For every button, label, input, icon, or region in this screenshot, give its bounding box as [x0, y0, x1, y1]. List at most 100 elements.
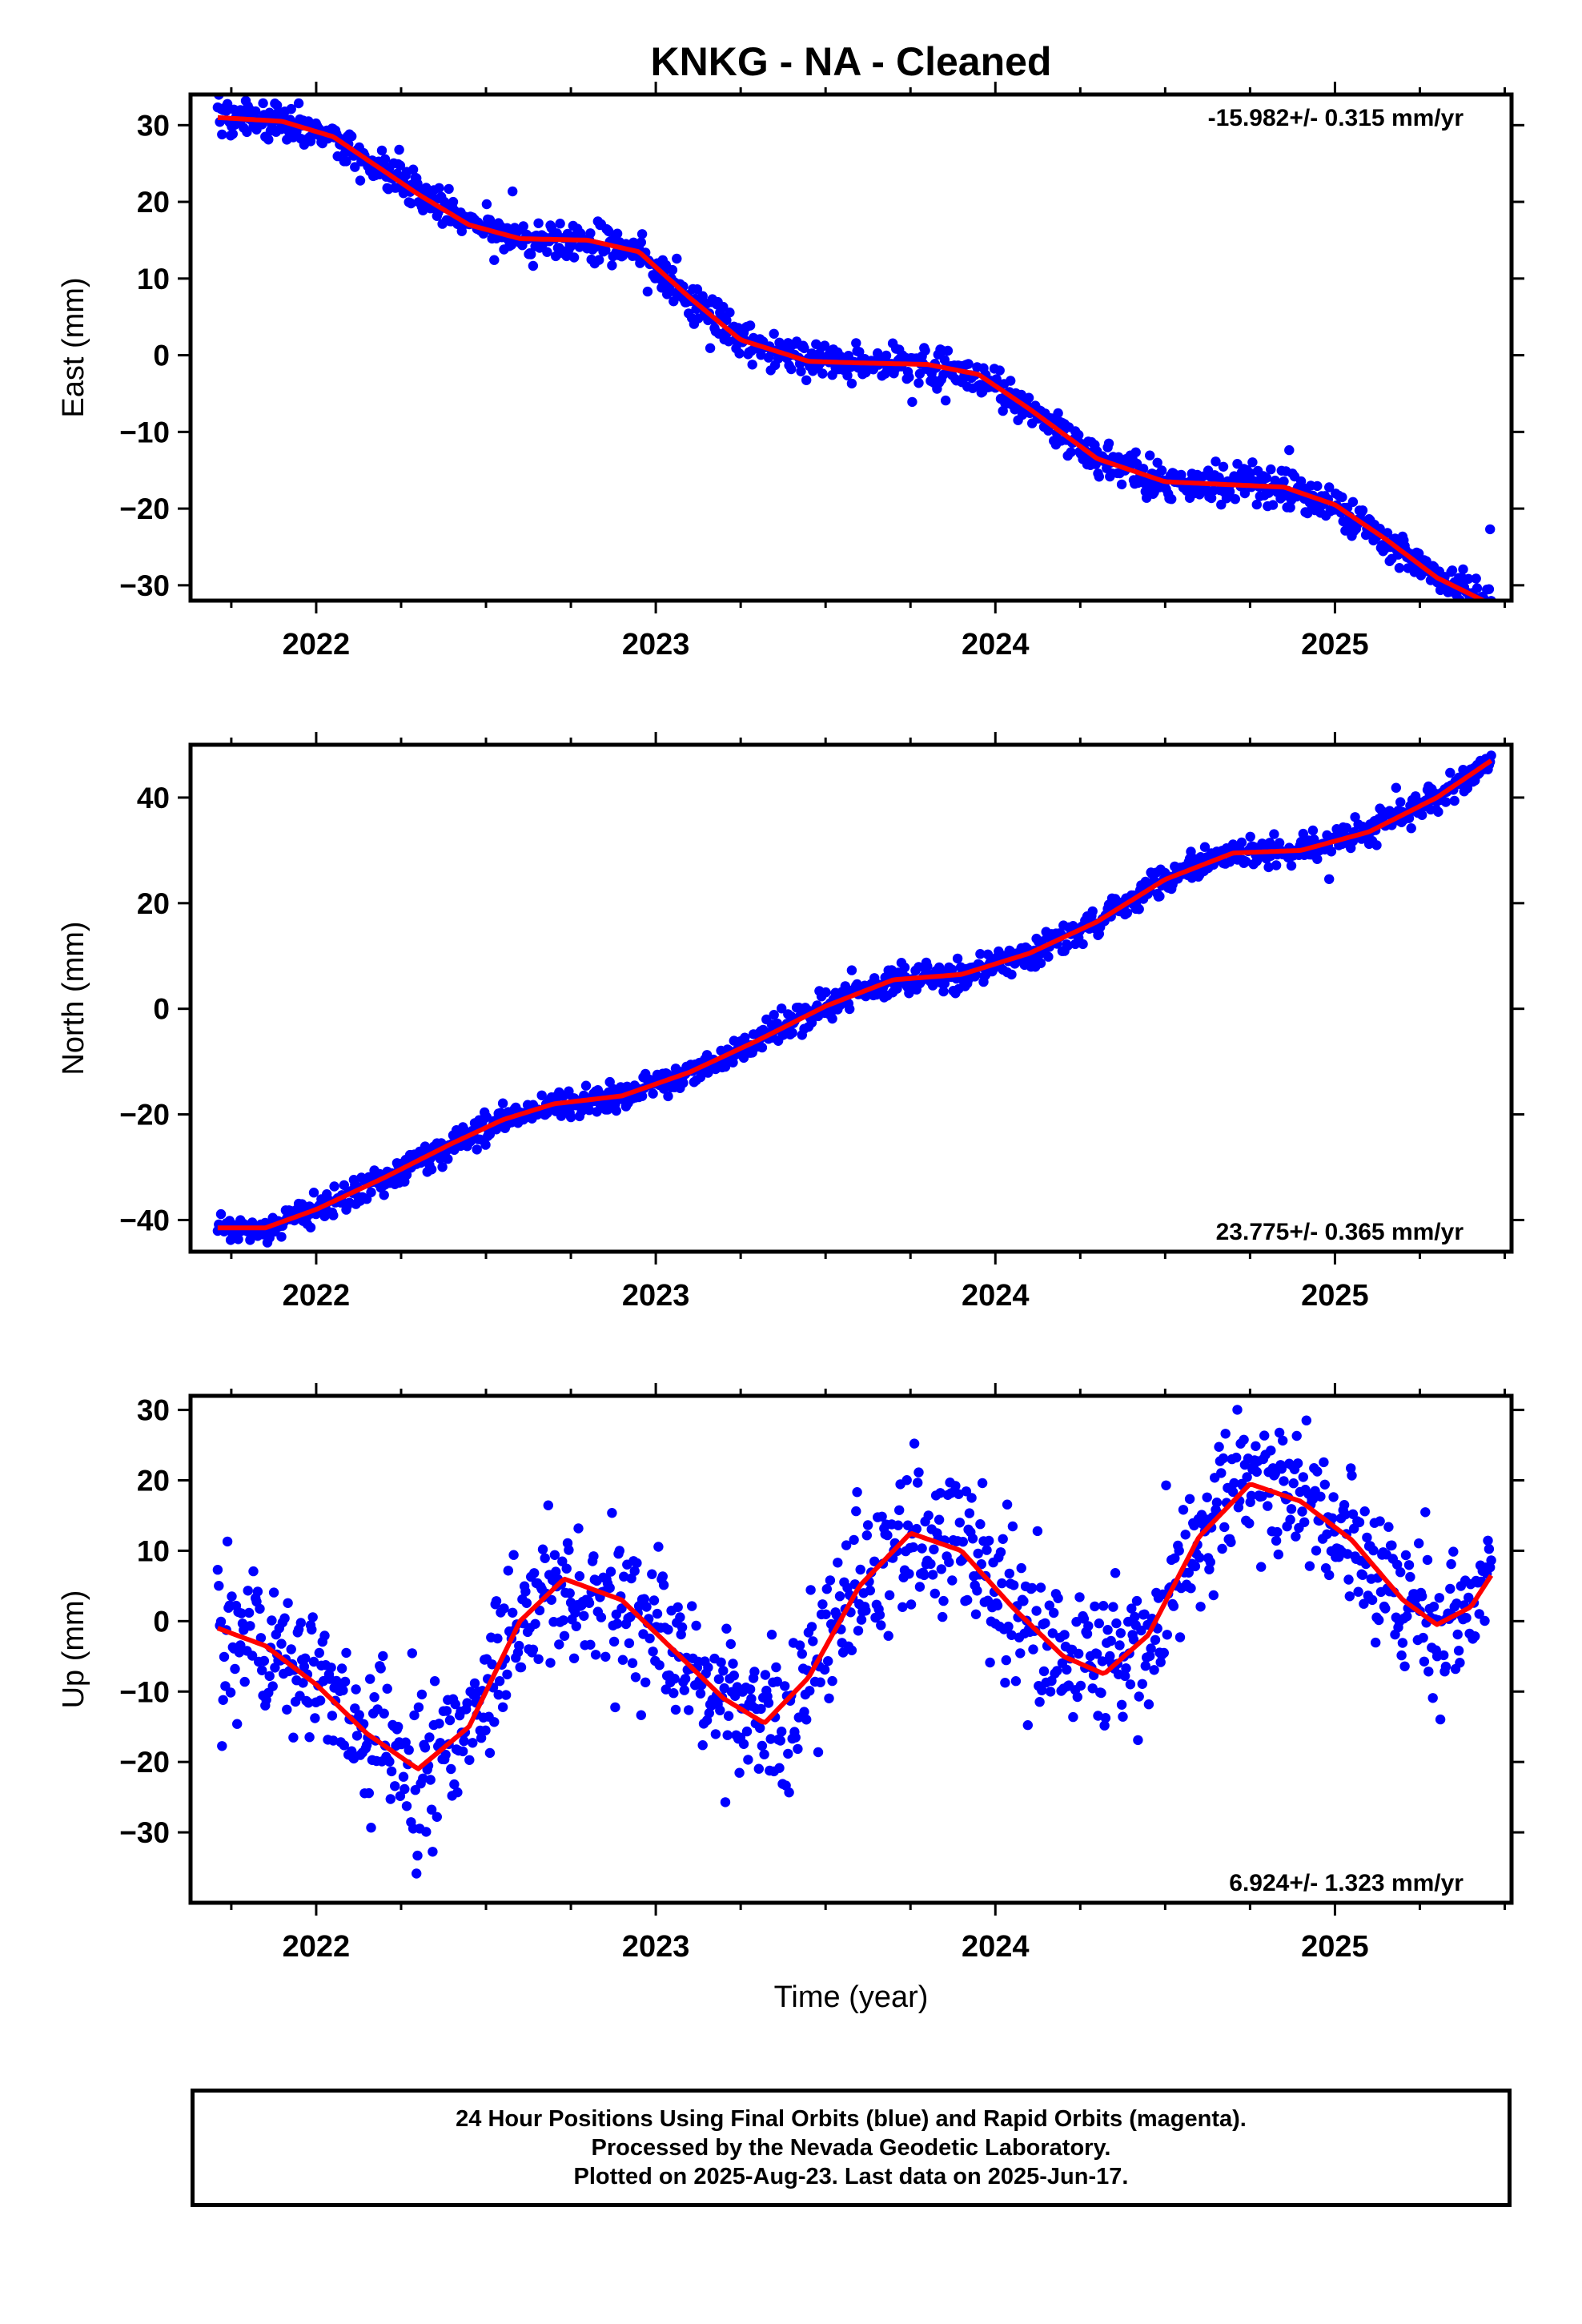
data-point	[315, 1695, 326, 1706]
x-axis-label: Time (year)	[774, 1980, 929, 2014]
data-point	[846, 378, 857, 389]
data-point	[1403, 813, 1415, 823]
data-point	[743, 1755, 753, 1765]
data-point	[1059, 1630, 1070, 1640]
data-point	[747, 360, 757, 370]
data-point	[1417, 1591, 1427, 1602]
data-point	[825, 1575, 836, 1586]
data-point	[1110, 1568, 1121, 1578]
data-point	[1292, 1458, 1303, 1469]
data-point	[786, 364, 797, 375]
panel-north: 40 20 0 −20 −40 2022 2023 2024 2025 North (mm) 23.…	[57, 732, 1524, 1313]
fit-line	[217, 115, 1489, 601]
data-point	[995, 1547, 1006, 1558]
data-point	[1229, 1478, 1239, 1489]
data-point	[385, 1794, 396, 1804]
x-tick-label: 2023	[622, 1279, 690, 1313]
x-tick-label: 2024	[962, 628, 1030, 661]
data-point	[755, 1723, 765, 1733]
y-tick-label: −20	[119, 493, 170, 525]
data-point	[679, 1685, 689, 1695]
data-point	[942, 345, 954, 356]
data-point	[257, 1665, 267, 1675]
data-point	[1273, 1549, 1284, 1560]
data-point	[669, 1688, 679, 1699]
data-point	[410, 1785, 420, 1795]
data-point	[1002, 1499, 1013, 1510]
data-point	[1357, 1570, 1368, 1580]
data-point	[738, 1739, 749, 1749]
data-point	[476, 1733, 487, 1743]
data-point	[1035, 958, 1046, 969]
data-point	[222, 1536, 233, 1547]
x-tick-label: 2025	[1301, 628, 1369, 661]
data-point	[1435, 1714, 1446, 1725]
data-point	[629, 1566, 640, 1576]
data-point	[276, 1232, 287, 1242]
data-point	[821, 1584, 833, 1594]
data-point	[1244, 1518, 1255, 1529]
plot-frame	[188, 92, 1514, 603]
data-point	[558, 1615, 568, 1626]
data-point	[636, 237, 646, 247]
data-point	[697, 1740, 708, 1751]
data-point	[425, 1775, 436, 1785]
data-point	[1307, 1494, 1319, 1505]
data-point	[1227, 1486, 1239, 1498]
data-point	[1395, 1567, 1406, 1578]
fit-line	[217, 758, 1493, 1231]
data-point	[561, 1563, 572, 1574]
data-point	[607, 1508, 617, 1518]
data-point	[926, 1558, 936, 1570]
data-point	[452, 1787, 463, 1798]
data-point	[218, 1695, 228, 1705]
data-point	[398, 1771, 409, 1782]
data-point	[1075, 1680, 1086, 1691]
data-point	[856, 1614, 867, 1625]
data-point	[720, 1797, 731, 1807]
data-point	[663, 1624, 673, 1635]
data-point	[441, 1706, 452, 1716]
data-point	[904, 1569, 914, 1579]
panel-east: 30 20 10 0 −10 −20 −30 2022 2023 2024 2025 East (mm…	[57, 82, 1524, 661]
data-point	[458, 1746, 468, 1757]
data-point	[1486, 750, 1496, 761]
data-point	[1224, 486, 1235, 497]
data-point	[806, 1017, 817, 1028]
data-point	[765, 1734, 776, 1744]
data-point	[540, 1553, 550, 1563]
data-point	[526, 249, 536, 259]
data-point	[1083, 1621, 1094, 1631]
data-point	[703, 1663, 713, 1673]
data-point	[227, 1591, 237, 1602]
data-point	[947, 1575, 958, 1586]
x-tick-label: 2023	[622, 628, 690, 661]
data-point	[608, 1636, 620, 1647]
data-point	[1232, 1405, 1243, 1415]
y-tick-label: −30	[119, 1816, 170, 1849]
data-point	[1324, 874, 1335, 885]
data-point	[998, 405, 1008, 416]
data-point	[407, 1648, 417, 1659]
data-point	[1152, 457, 1162, 468]
data-point	[426, 1804, 437, 1815]
data-point	[1406, 823, 1416, 834]
data-point	[640, 1677, 651, 1687]
data-point	[1034, 1697, 1045, 1707]
data-point	[641, 1602, 652, 1612]
data-point	[1066, 447, 1076, 457]
data-point	[1118, 1711, 1128, 1722]
data-point	[418, 1773, 428, 1783]
data-point	[1311, 1546, 1322, 1556]
data-point	[1006, 1630, 1017, 1640]
data-point	[904, 372, 914, 383]
data-point	[1043, 951, 1054, 962]
data-point	[639, 1594, 649, 1604]
data-point	[612, 228, 623, 239]
rate-annotation: 23.775+/- 0.365 mm/yr	[1216, 1219, 1464, 1245]
data-point	[936, 1564, 947, 1574]
data-point	[341, 1647, 351, 1659]
data-point	[805, 1585, 816, 1595]
data-point	[1474, 1609, 1484, 1619]
data-point	[573, 1523, 584, 1534]
